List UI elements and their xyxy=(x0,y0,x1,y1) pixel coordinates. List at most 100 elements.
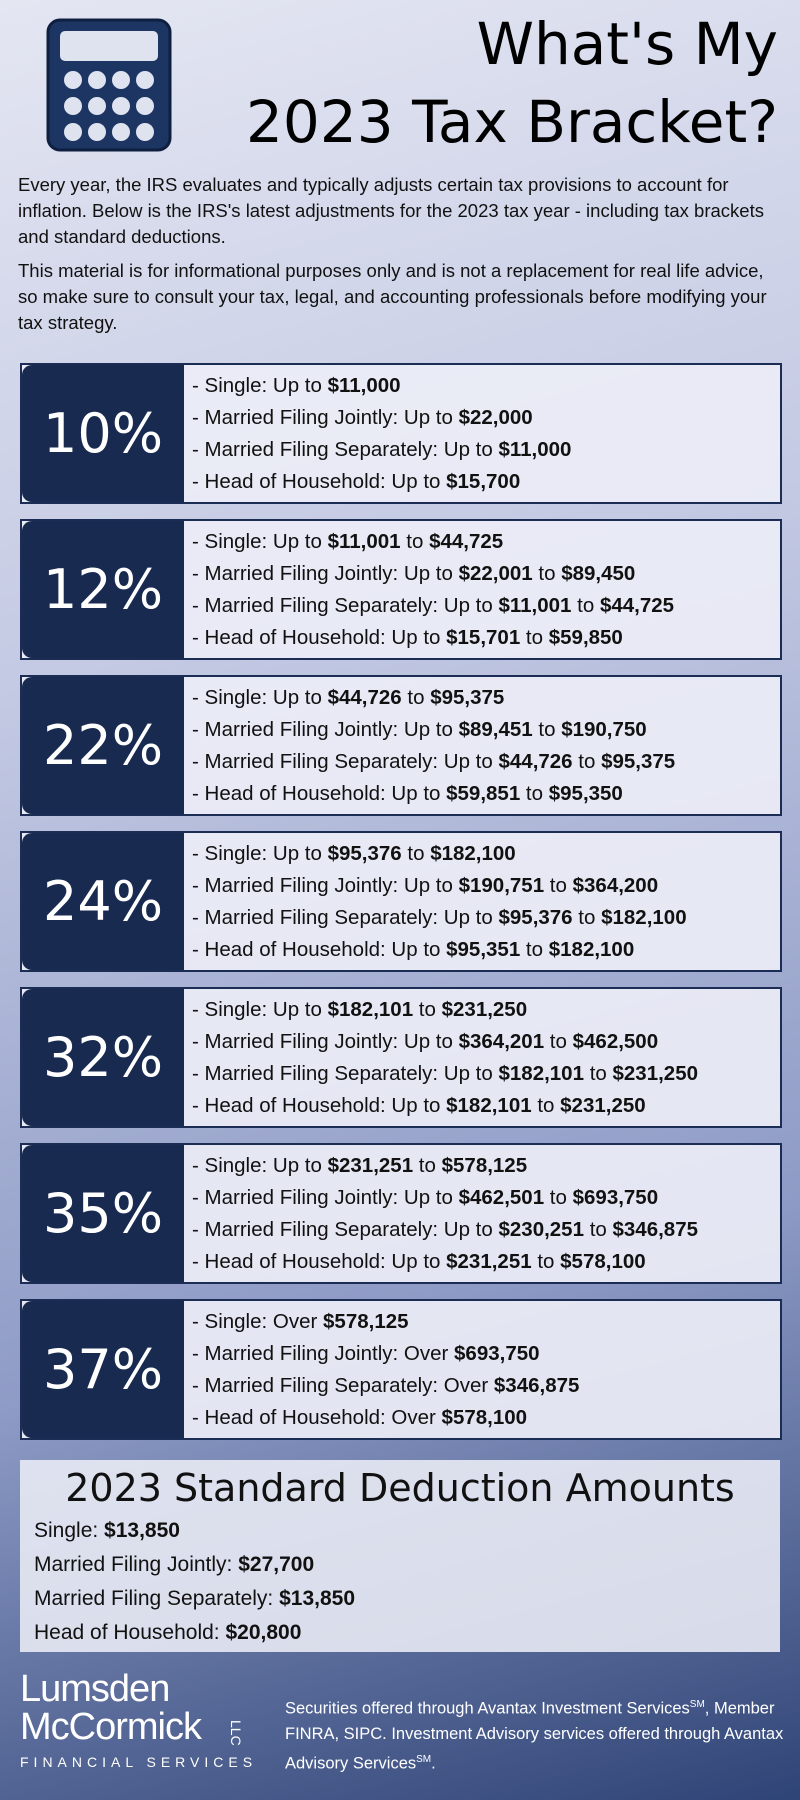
label: - Married Filing Separately: Up to xyxy=(192,749,499,773)
amount: $11,000 xyxy=(327,373,401,397)
label: to xyxy=(413,997,442,1021)
label: - Single: Up to xyxy=(192,373,328,397)
label: - Head of Household: Up to xyxy=(192,781,447,805)
amount: $59,850 xyxy=(548,625,623,649)
amount: $578,100 xyxy=(441,1405,528,1429)
amount: $346,875 xyxy=(493,1373,580,1397)
label: to xyxy=(544,873,573,897)
amount: $95,375 xyxy=(601,749,676,773)
label: - Married Filing Jointly: Up to xyxy=(192,1185,459,1209)
label: - Single: Up to xyxy=(192,997,328,1021)
amount: $89,451 xyxy=(458,717,533,741)
line: - Head of Household: Up to $182,101 to $… xyxy=(192,1090,780,1122)
title: What's My xyxy=(476,10,778,78)
bracket: 32% - Single: Up to $182,101 to $231,250-… xyxy=(20,987,782,1128)
label: - Married Filing Jointly: Up to xyxy=(192,561,459,585)
amount: $13,850 xyxy=(279,1587,356,1610)
amount: $346,875 xyxy=(612,1217,699,1241)
amount: $44,726 xyxy=(498,749,573,773)
title: 2023 Tax Bracket? xyxy=(246,88,778,156)
bracket-lines: - Single: Over $578,125- Married Filing … xyxy=(184,1301,780,1438)
bracket: 10% - Single: Up to $11,000- Married Fili… xyxy=(20,363,782,504)
line: Married Filing Separately: $13,850 xyxy=(34,1582,766,1616)
label: to xyxy=(531,1249,561,1273)
amount: $59,851 xyxy=(446,781,521,805)
amount: $182,101 xyxy=(327,997,414,1021)
label: - Married Filing Separately: Up to xyxy=(192,1217,499,1241)
line: - Head of Household: Up to $15,700 xyxy=(192,466,780,498)
amount: $182,101 xyxy=(446,1093,532,1117)
bracket: 12% - Single: Up to $11,001 to $44,725- M… xyxy=(20,519,782,660)
line: - Head of Household: Up to $231,251 to $… xyxy=(192,1246,780,1278)
disclaimer-text: Securities offered through Avantax Inves… xyxy=(285,1699,690,1718)
line: - Head of Household: Up to $95,351 to $1… xyxy=(192,934,780,966)
line: - Single: Up to $11,001 to $44,725 xyxy=(192,526,780,558)
amount: $230,251 xyxy=(498,1217,584,1241)
disclaimer-text: , Member FINRA, SIPC. Investment Advisor… xyxy=(285,1699,784,1773)
brackets: 10% - Single: Up to $11,000- Married Fili… xyxy=(20,363,782,1455)
calculator-icon xyxy=(46,18,172,152)
amount: $11,001 xyxy=(498,593,572,617)
line: Married Filing Jointly: $27,700 xyxy=(34,1548,766,1582)
footer: Lumsden McCormick FINANCIAL SERVICES LLC… xyxy=(0,1670,800,1800)
line: - Married Filing Separately: Up to $182,… xyxy=(192,1058,780,1090)
rate: 35% xyxy=(22,1145,184,1282)
line: - Married Filing Jointly: Up to $462,501… xyxy=(192,1182,780,1214)
line: - Married Filing Separately: Up to $44,7… xyxy=(192,746,780,778)
line: - Single: Up to $11,000 xyxy=(192,370,780,402)
amount: $95,376 xyxy=(498,905,573,929)
rate: 22% xyxy=(22,677,184,814)
label: Married Filing Separately: xyxy=(34,1587,280,1610)
standard-deduction: 2023 Standard Deduction Amounts Single: … xyxy=(20,1460,780,1652)
line: Head of Household: $20,800 xyxy=(34,1616,766,1650)
label: - Married Filing Jointly: Over xyxy=(192,1341,455,1365)
label: - Head of Household: Up to xyxy=(192,1249,447,1273)
rate: 32% xyxy=(22,989,184,1126)
bracket-lines: - Single: Up to $182,101 to $231,250- Ma… xyxy=(184,989,780,1126)
service-mark: SM xyxy=(689,1699,705,1710)
disclaimer-text: . xyxy=(431,1754,436,1772)
logo-text: McCormick xyxy=(20,1706,202,1748)
header: What's My 2023 Tax Bracket? xyxy=(0,0,800,170)
line: - Single: Up to $182,101 to $231,250 xyxy=(192,994,780,1026)
line: - Married Filing Jointly: Up to $364,201… xyxy=(192,1026,780,1058)
amount: $364,200 xyxy=(572,873,659,897)
logo-suffix: LLC xyxy=(228,1720,244,1746)
amount: $11,001 xyxy=(327,529,401,553)
bracket-lines: - Single: Up to $231,251 to $578,125- Ma… xyxy=(184,1145,780,1282)
label: to xyxy=(584,1217,613,1241)
label: to xyxy=(401,685,431,709)
amount: $95,351 xyxy=(446,937,521,961)
line: - Head of Household: Up to $59,851 to $9… xyxy=(192,778,780,810)
service-mark: SM xyxy=(416,1753,432,1765)
amount: $11,000 xyxy=(498,437,572,461)
amount: $231,251 xyxy=(327,1153,414,1177)
paragraph: This material is for informational purpo… xyxy=(18,260,767,333)
line: - Married Filing Separately: Over $346,8… xyxy=(192,1370,780,1402)
line: - Single: Up to $231,251 to $578,125 xyxy=(192,1150,780,1182)
label: - Single: Up to xyxy=(192,1153,328,1177)
amount: $462,500 xyxy=(572,1029,659,1053)
amount: $20,800 xyxy=(225,1621,302,1644)
label: to xyxy=(520,937,549,961)
amount: $44,725 xyxy=(429,529,504,553)
section-title: 2023 Standard Deduction Amounts xyxy=(65,1466,735,1510)
label: - Head of Household: Up to xyxy=(192,937,447,961)
amount: $190,751 xyxy=(458,873,545,897)
bracket-lines: - Single: Up to $95,376 to $182,100- Mar… xyxy=(184,833,780,970)
bracket: 22% - Single: Up to $44,726 to $95,375- M… xyxy=(20,675,782,816)
label: - Single: Up to xyxy=(192,841,328,865)
line: - Head of Household: Over $578,100 xyxy=(192,1402,780,1434)
amount: $231,251 xyxy=(446,1249,532,1273)
line: - Married Filing Jointly: Up to $190,751… xyxy=(192,870,780,902)
label: - Married Filing Separately: Over xyxy=(192,1373,494,1397)
label: - Married Filing Jointly: Up to xyxy=(192,405,459,429)
label: to xyxy=(544,1029,573,1053)
amount: $578,125 xyxy=(441,1153,528,1177)
label: - Single: Over xyxy=(192,1309,324,1333)
bracket-lines: - Single: Up to $11,001 to $44,725 - Marr… xyxy=(184,521,780,658)
label: - Married Filing Separately: Up to xyxy=(192,593,499,617)
amount: $95,350 xyxy=(548,781,623,805)
rate: 10% xyxy=(22,365,184,502)
